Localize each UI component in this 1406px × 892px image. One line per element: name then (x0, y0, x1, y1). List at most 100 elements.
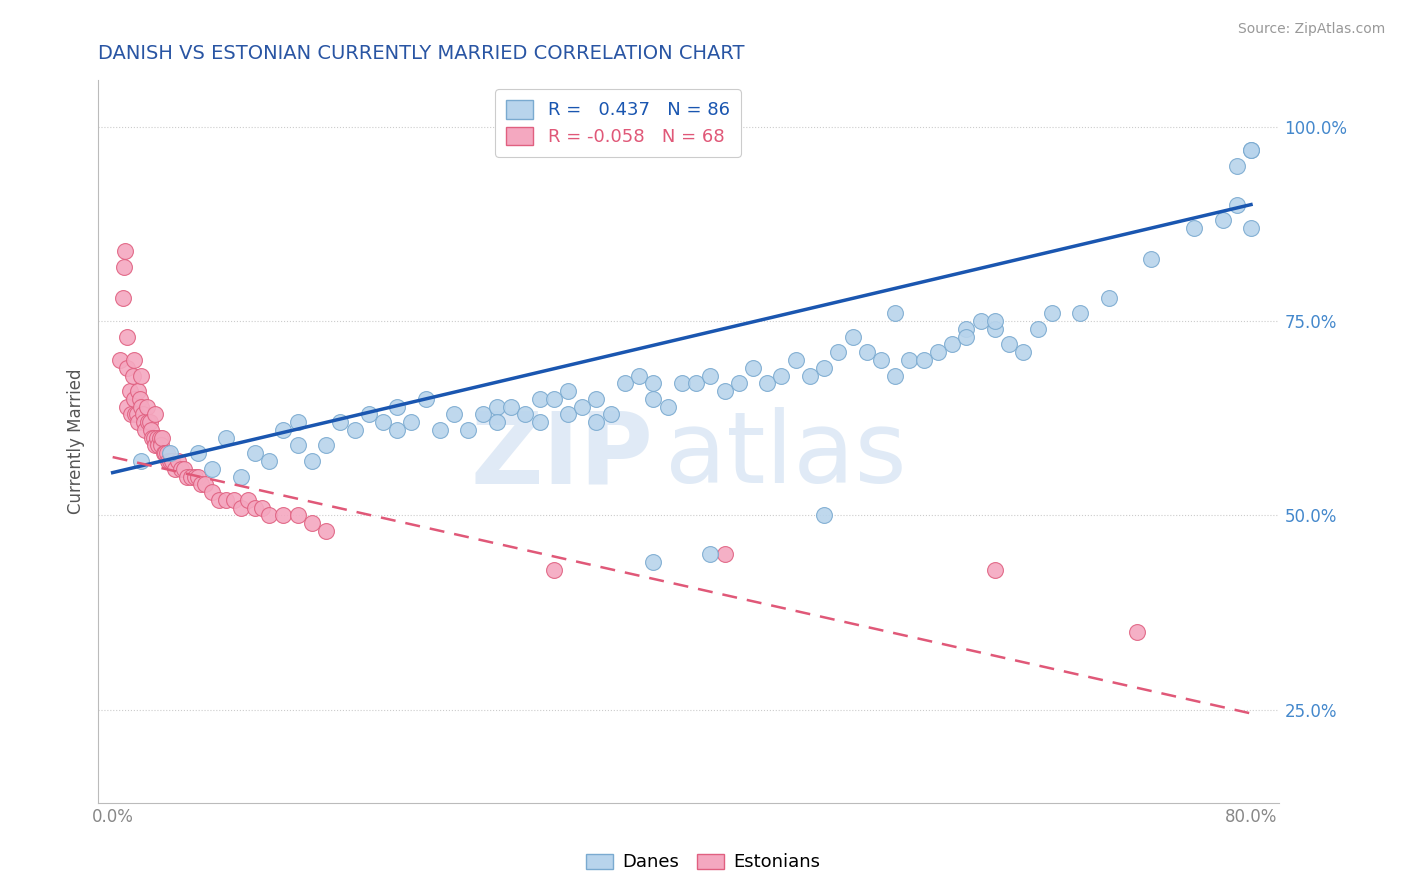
Point (131, 408, 153, 422)
Point (984, 322, 1007, 336)
Point (529, 415, 551, 429)
Point (1212, 213, 1234, 227)
Point (152, 431, 174, 445)
Point (841, 329, 863, 343)
Point (145, 431, 167, 445)
Point (671, 376, 693, 391)
Point (898, 353, 921, 368)
Point (941, 337, 963, 351)
Point (1069, 306, 1091, 320)
Point (141, 431, 163, 445)
Point (287, 508, 309, 523)
Point (143, 408, 166, 422)
Point (122, 353, 145, 368)
Text: atlas: atlas (665, 408, 907, 505)
Point (176, 469, 198, 483)
Point (870, 353, 893, 368)
Point (884, 306, 907, 320)
Point (315, 438, 337, 452)
Point (471, 408, 494, 422)
Point (243, 446, 266, 460)
Point (184, 469, 207, 483)
Point (984, 563, 1007, 577)
Point (813, 360, 835, 375)
Point (401, 415, 423, 429)
Point (142, 431, 165, 445)
Point (187, 469, 209, 483)
Point (357, 408, 380, 422)
Point (756, 376, 779, 391)
Point (543, 563, 565, 577)
Point (162, 454, 184, 468)
Point (429, 423, 451, 437)
Legend: Danes, Estonians: Danes, Estonians (579, 847, 827, 879)
Point (1240, 143, 1263, 157)
Point (657, 400, 679, 414)
Text: DANISH VS ESTONIAN CURRENTLY MARRIED CORRELATION CHART: DANISH VS ESTONIAN CURRENTLY MARRIED COR… (98, 45, 745, 63)
Point (571, 400, 593, 414)
Point (485, 400, 508, 414)
Point (180, 469, 202, 483)
Point (165, 461, 187, 475)
Point (543, 392, 565, 406)
Point (955, 322, 977, 336)
Point (585, 392, 607, 406)
Point (699, 368, 721, 383)
Point (257, 508, 280, 523)
Point (129, 454, 152, 468)
Point (156, 446, 179, 460)
Point (215, 431, 238, 445)
Point (149, 431, 172, 445)
Point (557, 384, 579, 398)
Point (485, 415, 508, 429)
Point (685, 376, 707, 391)
Point (443, 408, 465, 422)
Point (120, 408, 142, 422)
Point (827, 345, 849, 359)
Point (229, 500, 252, 515)
Point (222, 492, 245, 507)
Point (343, 423, 366, 437)
Point (371, 415, 394, 429)
Point (243, 500, 266, 515)
Point (713, 384, 735, 398)
Point (190, 477, 212, 491)
Point (155, 446, 177, 460)
Point (713, 547, 735, 561)
Point (515, 408, 537, 422)
Point (153, 446, 176, 460)
Point (170, 461, 193, 475)
Point (585, 415, 607, 429)
Point (613, 376, 636, 391)
Point (129, 368, 152, 383)
Point (201, 485, 224, 500)
Point (111, 291, 134, 305)
Point (1226, 159, 1249, 173)
Point (112, 260, 135, 274)
Point (150, 438, 173, 452)
Point (159, 454, 181, 468)
Point (643, 376, 665, 391)
Point (301, 454, 323, 468)
Point (257, 454, 280, 468)
Point (132, 415, 155, 429)
Point (124, 408, 146, 422)
Point (912, 353, 935, 368)
Point (236, 492, 259, 507)
Point (173, 461, 195, 475)
Point (415, 392, 437, 406)
Point (134, 423, 156, 437)
Point (122, 392, 145, 406)
Point (1240, 143, 1263, 157)
Point (799, 368, 821, 383)
Point (138, 415, 160, 429)
Point (167, 454, 190, 468)
Point (998, 337, 1021, 351)
Point (273, 423, 295, 437)
Point (1182, 220, 1205, 235)
Point (1140, 252, 1163, 266)
Point (301, 516, 323, 530)
Point (148, 438, 170, 452)
Point (699, 547, 721, 561)
Point (499, 400, 522, 414)
